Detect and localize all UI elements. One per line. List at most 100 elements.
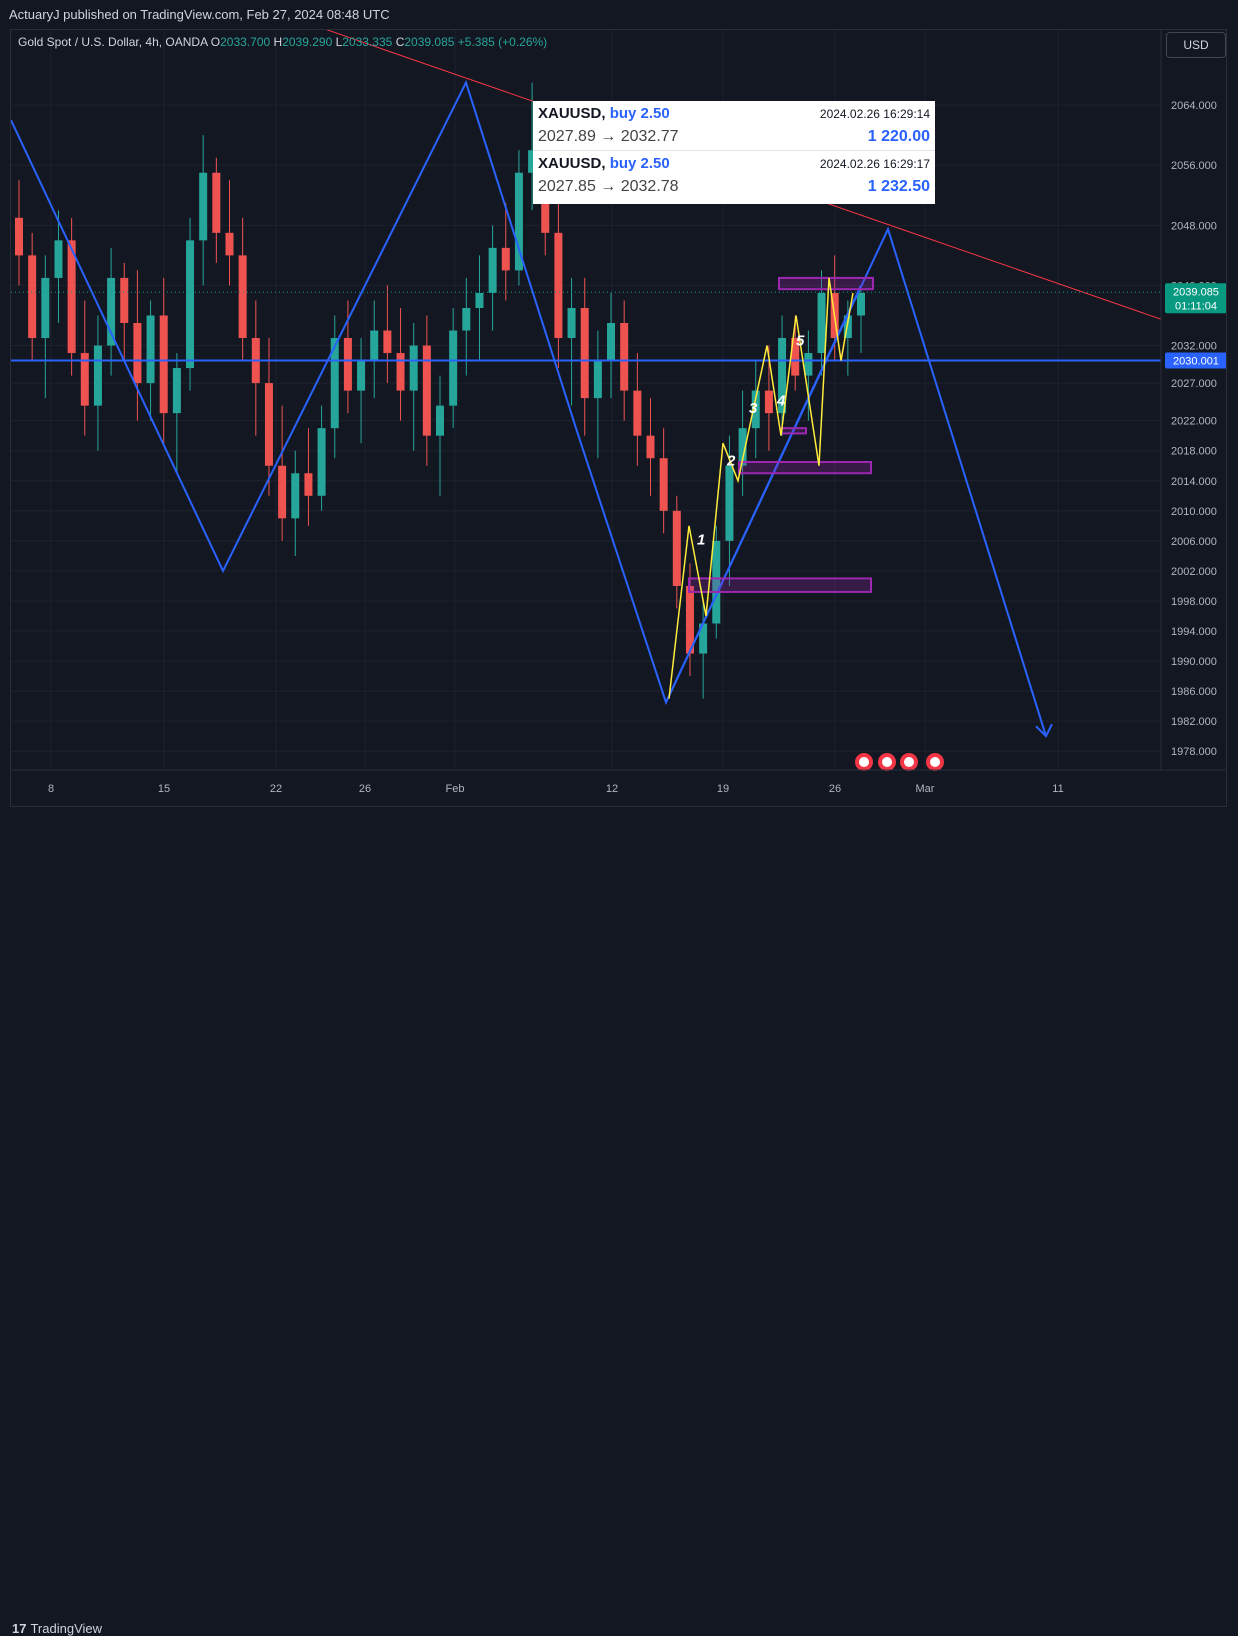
time-tick-label: 22 xyxy=(270,783,282,795)
candle-body xyxy=(685,585,694,654)
price-tick-label: 1990.000 xyxy=(1171,656,1217,668)
candle-body xyxy=(843,315,852,339)
candle-body xyxy=(409,345,418,391)
candle-body xyxy=(159,315,168,414)
candle-body xyxy=(475,292,484,308)
price-tick-label: 2064.000 xyxy=(1171,100,1217,112)
zone-box xyxy=(778,276,874,291)
close-value: 2039.085 xyxy=(404,35,455,49)
trade-side: buy 2.50 xyxy=(609,155,670,172)
candle-body xyxy=(462,307,471,331)
trade-profit: 1 232.50 xyxy=(867,178,930,195)
footer-bar: 17 TradingView xyxy=(0,808,1238,1636)
candle-body xyxy=(488,247,497,293)
candle-body xyxy=(120,277,129,323)
trade-time: 2024.02.26 16:29:14 xyxy=(819,107,930,121)
us-flag-icon xyxy=(859,757,869,767)
candle-body xyxy=(528,150,537,173)
candle-body xyxy=(554,232,563,339)
candle-body xyxy=(343,338,352,391)
time-tick-label: 26 xyxy=(359,783,371,795)
trade-symbol: XAUUSD, buy 2.50 xyxy=(538,105,670,122)
wave-label: 5 xyxy=(796,333,805,350)
price-tick-label: 2022.000 xyxy=(1171,416,1217,428)
price-tick-label: 2056.000 xyxy=(1171,160,1217,172)
zigzag-projection xyxy=(11,79,1047,737)
candle-body xyxy=(264,383,273,466)
header-bar: ActuaryJ published on TradingView.com, F… xyxy=(0,0,1238,30)
candle-body xyxy=(817,292,826,354)
price-tick-label: 2018.000 xyxy=(1171,446,1217,458)
candle-body xyxy=(383,330,392,354)
tradingview-logo[interactable]: 17 TradingView xyxy=(12,1621,102,1636)
trade-prices: 2027.89 → 2032.77 xyxy=(538,128,679,145)
candle-body xyxy=(41,277,50,339)
trade-row: XAUUSD, buy 2.50 2024.02.26 16:29:14 202… xyxy=(533,101,935,150)
candle-body xyxy=(593,360,602,399)
symbol-legend: Gold Spot / U.S. Dollar, 4h, OANDA O2033… xyxy=(18,35,547,49)
price-tick-label: 2010.000 xyxy=(1171,506,1217,518)
time-tick-label: 11 xyxy=(1052,783,1063,795)
time-tick-label: 19 xyxy=(717,783,729,795)
wave-label: 3 xyxy=(749,400,758,417)
candle-body xyxy=(791,338,800,376)
candle-body xyxy=(67,240,76,354)
candle-body xyxy=(751,390,760,429)
symbol-name: Gold Spot / U.S. Dollar, 4h, OANDA xyxy=(18,35,208,49)
us-flag-icon xyxy=(882,757,892,767)
candle-body xyxy=(396,353,405,391)
candle-body xyxy=(778,338,787,414)
price-tick-label: 2014.000 xyxy=(1171,476,1217,488)
candle-body xyxy=(620,322,629,391)
open-value: 2033.700 xyxy=(220,35,271,49)
candle-body xyxy=(357,360,366,391)
candle-body xyxy=(133,322,142,384)
candle-body xyxy=(699,623,708,654)
candle-body xyxy=(422,345,431,436)
countdown-text: 01:11:04 xyxy=(1175,300,1217,312)
candle-body xyxy=(501,247,510,271)
candle-body xyxy=(317,428,326,496)
wave-path xyxy=(668,277,854,699)
time-axis: 8 15 22 26 Feb 12 19 26 Mar 11 xyxy=(11,769,1226,795)
candle-body xyxy=(28,255,37,339)
current-price-tag xyxy=(1165,283,1226,314)
candle-body xyxy=(330,338,339,429)
candle-body xyxy=(54,240,63,278)
currency-button[interactable]: USD xyxy=(1166,32,1226,58)
price-tick-label: 2032.000 xyxy=(1171,341,1217,353)
trade-side: buy 2.50 xyxy=(609,105,670,122)
high-value: 2039.290 xyxy=(282,35,333,49)
candle-body xyxy=(304,473,313,496)
candle-body xyxy=(646,435,655,459)
level-price-text: 2030.001 xyxy=(1173,356,1219,368)
time-tick-label: Feb xyxy=(446,783,465,795)
candle-body xyxy=(238,255,247,339)
us-flag-icon xyxy=(930,757,940,767)
time-tick-label: 15 xyxy=(158,783,170,795)
candle-body xyxy=(725,465,734,541)
price-tick-label: 2002.000 xyxy=(1171,566,1217,578)
close-label: C xyxy=(395,35,405,49)
trade-profit: 1 220.00 xyxy=(867,128,930,145)
candle-body xyxy=(857,292,865,316)
candle-body xyxy=(567,307,576,339)
trade-divider xyxy=(533,150,935,151)
candle-body xyxy=(186,240,195,369)
candle-body xyxy=(146,315,155,384)
candle-body xyxy=(804,353,813,376)
price-tick-label: 2027.000 xyxy=(1171,378,1217,390)
us-flag-icon xyxy=(904,757,914,767)
price-tick-label: 1986.000 xyxy=(1171,686,1217,698)
tradingview-mark-icon: 17 xyxy=(12,1621,27,1636)
price-tick-label: 2006.000 xyxy=(1171,536,1217,548)
candle-body xyxy=(93,345,102,406)
candle-body xyxy=(278,465,287,519)
price-tick-label: 1982.000 xyxy=(1171,716,1217,728)
candle-body xyxy=(15,217,23,256)
zone-box xyxy=(780,427,807,435)
candle-body xyxy=(738,428,747,466)
zone-box xyxy=(688,577,872,593)
candle-body xyxy=(764,390,773,414)
wave-label: 1 xyxy=(697,532,705,549)
